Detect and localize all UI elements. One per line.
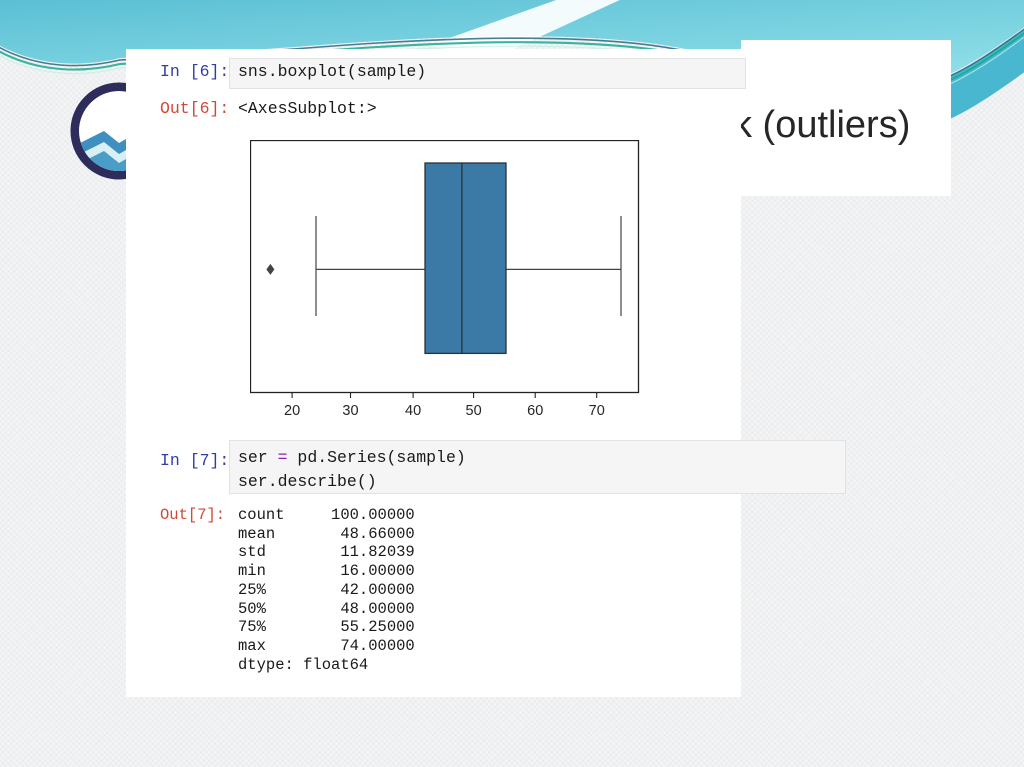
svg-text:50: 50 (466, 403, 482, 419)
svg-text:70: 70 (589, 403, 605, 419)
svg-text:20: 20 (284, 403, 300, 419)
svg-text:40: 40 (405, 403, 421, 419)
svg-text:30: 30 (342, 403, 358, 419)
svg-text:60: 60 (527, 403, 543, 419)
